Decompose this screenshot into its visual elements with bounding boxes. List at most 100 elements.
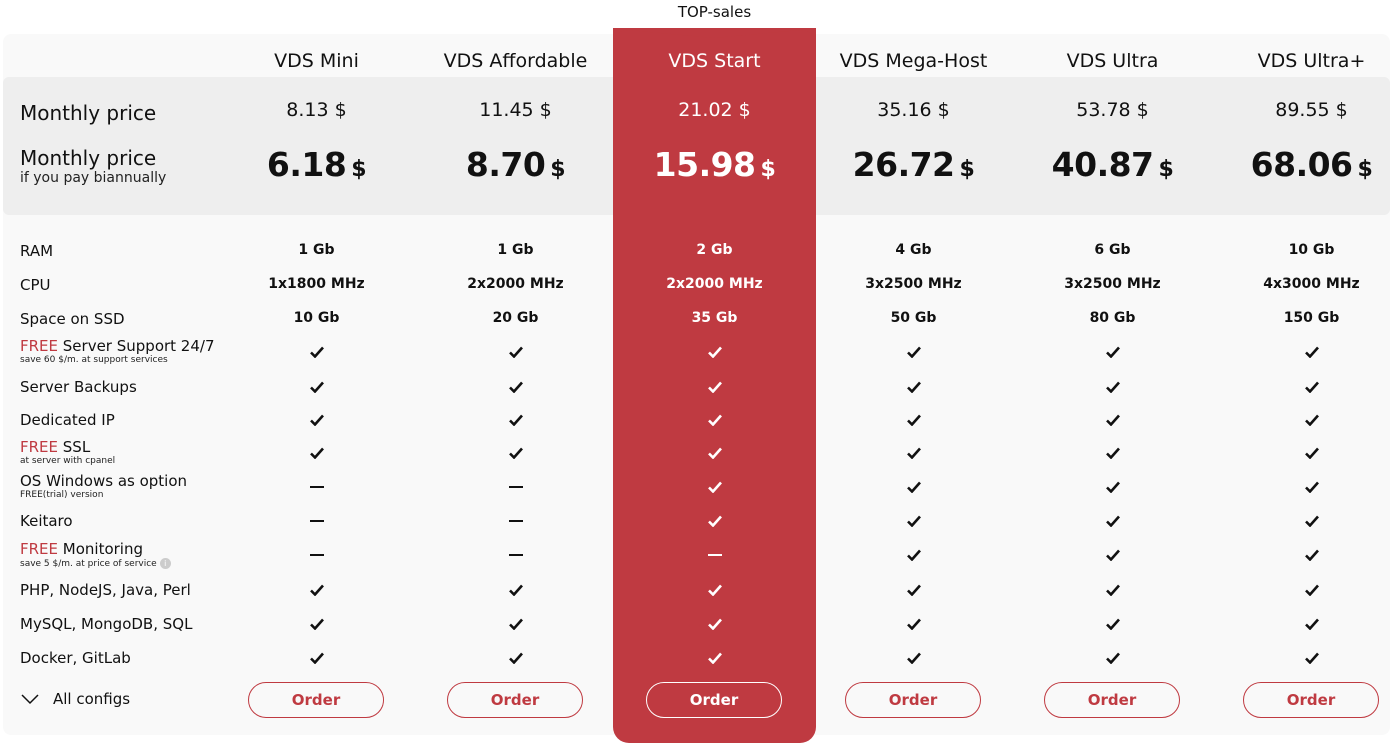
info-icon[interactable]: i — [159, 558, 171, 569]
highlighted-plan-column — [613, 28, 816, 743]
check-icon — [615, 584, 814, 600]
biannual-price-label: Monthly price if you pay biannually — [20, 146, 166, 186]
check-icon — [615, 447, 814, 463]
check-icon — [615, 414, 814, 430]
check-icon — [1013, 414, 1212, 430]
currency: $ — [1357, 157, 1373, 182]
plan-monthly-price: 11.45 $ — [479, 99, 552, 121]
check-icon — [1212, 515, 1390, 531]
feature-note-text: FREE(trial) version — [20, 490, 104, 500]
check-icon — [1013, 584, 1212, 600]
feature-note: save 5 $/m. at price of service i — [20, 558, 171, 570]
feature-value: 50 Gb — [890, 310, 937, 326]
currency: $ — [351, 157, 367, 182]
check-icon — [615, 618, 814, 634]
check-icon — [1212, 584, 1390, 600]
biannual-label-text: Monthly price — [20, 146, 157, 170]
feature-label: Keitaro — [20, 513, 73, 530]
feature-name: Keitaro — [20, 512, 73, 530]
feature-value: 80 Gb — [1089, 310, 1136, 326]
order-button[interactable]: Order — [248, 682, 384, 718]
check-icon — [217, 346, 416, 362]
plan-monthly-price: 35.16 $ — [877, 99, 950, 121]
plan-monthly-price: 53.78 $ — [1076, 99, 1149, 121]
check-icon — [814, 584, 1013, 600]
check-icon — [1013, 447, 1212, 463]
dash-icon — [217, 486, 416, 502]
feature-value: 2x2000 MHz — [666, 276, 763, 292]
plan-monthly-price: 89.55 $ — [1275, 99, 1348, 121]
feature-value: 2x2000 MHz — [467, 276, 564, 292]
check-icon — [1013, 346, 1212, 362]
plan-name: VDS Ultra+ — [1257, 50, 1366, 72]
plan-monthly-price: 21.02 $ — [678, 99, 751, 121]
feature-value: 6 Gb — [1094, 242, 1131, 258]
check-icon — [217, 618, 416, 634]
dash-icon — [416, 520, 615, 536]
feature-value: 4 Gb — [895, 242, 932, 258]
check-icon — [1212, 381, 1390, 397]
order-button[interactable]: Order — [646, 682, 782, 718]
order-button[interactable]: Order — [1044, 682, 1180, 718]
feature-value: 3x2500 MHz — [865, 276, 962, 292]
check-icon — [615, 481, 814, 497]
plan-biannual-price: 26.72 $ — [814, 145, 1013, 184]
feature-value: 1x1800 MHz — [268, 276, 365, 292]
check-icon — [814, 618, 1013, 634]
biannual-amount: 8.70 — [465, 145, 546, 184]
check-icon — [217, 381, 416, 397]
currency: $ — [550, 157, 566, 182]
order-button[interactable]: Order — [447, 682, 583, 718]
feature-label: Docker, GitLab — [20, 650, 131, 667]
plan-name: VDS Mini — [274, 50, 359, 72]
chevron-down-icon — [21, 694, 39, 705]
check-icon — [217, 414, 416, 430]
feature-value: 1 Gb — [298, 242, 335, 258]
feature-name: Docker, GitLab — [20, 649, 131, 667]
top-sales-badge: TOP-sales — [677, 3, 752, 21]
check-icon — [615, 346, 814, 362]
feature-note-text: save 5 $/m. at price of service — [20, 559, 157, 569]
feature-label: FREE Monitoring save 5 $/m. at price of s… — [20, 541, 171, 570]
check-icon — [814, 549, 1013, 565]
check-icon — [1013, 549, 1212, 565]
check-icon — [217, 447, 416, 463]
order-button[interactable]: Order — [1243, 682, 1379, 718]
feature-label: MySQL, MongoDB, SQL — [20, 616, 192, 633]
check-icon — [1013, 481, 1212, 497]
feature-value: 150 Gb — [1283, 310, 1340, 326]
feature-note-text: save 60 $/m. at support services — [20, 355, 168, 365]
check-icon — [814, 652, 1013, 668]
plan-biannual-price: 8.70 $ — [416, 145, 615, 184]
plan-biannual-price: 68.06 $ — [1212, 145, 1390, 184]
check-icon — [1013, 381, 1212, 397]
order-button[interactable]: Order — [845, 682, 981, 718]
all-configs-label: All configs — [53, 690, 131, 708]
check-icon — [416, 447, 615, 463]
feature-label: CPU — [20, 277, 51, 294]
all-configs-toggle[interactable]: All configs — [20, 690, 130, 708]
check-icon — [1013, 515, 1212, 531]
feature-label: FREE Server Support 24/7 save 60 $/m. at … — [20, 338, 215, 366]
dash-icon — [416, 486, 615, 502]
check-icon — [814, 346, 1013, 362]
feature-value: 4x3000 MHz — [1263, 276, 1360, 292]
biannual-amount: 6.18 — [266, 145, 347, 184]
feature-name: PHP, NodeJS, Java, Perl — [20, 581, 191, 599]
feature-value: 10 Gb — [293, 310, 340, 326]
feature-name: OS Windows as option — [20, 472, 188, 490]
plan-biannual-price: 40.87 $ — [1013, 145, 1212, 184]
check-icon — [1212, 447, 1390, 463]
check-icon — [416, 618, 615, 634]
plan-biannual-price: 6.18 $ — [217, 145, 416, 184]
check-icon — [217, 584, 416, 600]
check-icon — [814, 414, 1013, 430]
feature-label: Space on SSD — [20, 311, 125, 328]
biannual-amount: 15.98 — [653, 145, 756, 184]
dash-icon — [217, 520, 416, 536]
check-icon — [615, 381, 814, 397]
check-icon — [1212, 549, 1390, 565]
feature-name: SSL — [58, 438, 91, 456]
check-icon — [814, 381, 1013, 397]
check-icon — [416, 414, 615, 430]
